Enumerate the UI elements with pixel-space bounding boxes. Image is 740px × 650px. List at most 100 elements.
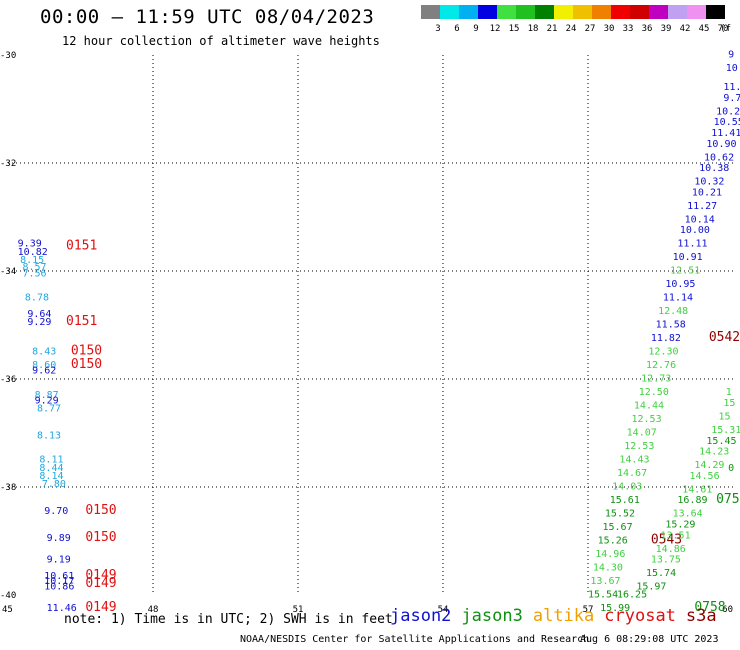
pass-time-label: 0150 xyxy=(85,503,116,518)
wave-height-label: 1 xyxy=(726,387,732,398)
wave-height-label: 12.73 xyxy=(641,374,671,385)
wave-height-label: 9.29 xyxy=(35,395,59,406)
wave-height-label: 8.87 xyxy=(35,390,59,401)
wave-height-label: 12.76 xyxy=(646,360,676,371)
legend-item-jason3: jason3 xyxy=(461,606,523,626)
colorbar-swatch xyxy=(592,5,611,19)
wave-height-label: 14.03 xyxy=(612,482,642,493)
wave-height-label: 15.52 xyxy=(605,509,635,520)
wave-height-label: 14.23 xyxy=(699,447,729,458)
colorbar-label: 18 xyxy=(528,24,539,34)
wave-height-label: 12.30 xyxy=(648,347,678,358)
wave-height-label: 7.56 xyxy=(23,268,47,279)
page-subtitle: 12 hour collection of altimeter wave hei… xyxy=(62,34,380,48)
colorbar-swatch xyxy=(649,5,668,19)
pass-time-label: 0150 xyxy=(71,357,102,372)
wave-height-label: 12.53 xyxy=(624,441,654,452)
wave-height-label: 11.7 xyxy=(723,82,740,93)
pass-time-label: 075 xyxy=(716,492,739,507)
wave-height-label: 10.62 xyxy=(704,152,734,163)
wave-height-label: 10.21 xyxy=(692,187,722,198)
colorbar-label: 6 xyxy=(454,24,459,34)
colorbar-swatch xyxy=(440,5,459,19)
wave-height-label: 12.51 xyxy=(670,266,700,277)
legend-item-altika: altika xyxy=(532,606,595,626)
wave-height-label: 15.29 xyxy=(665,520,695,531)
page-title: 00:00 – 11:59 UTC 08/04/2023 xyxy=(40,6,375,28)
pass-time-label: 0150 xyxy=(85,530,116,545)
colorbar-swatch xyxy=(478,5,497,19)
legend-item-jason2: jason2 xyxy=(390,606,452,626)
y-tick-label: -36 xyxy=(0,375,16,385)
wave-height-label: 12.48 xyxy=(658,306,688,317)
colorbar-label: 3 xyxy=(435,24,440,34)
colorbar-swatch xyxy=(630,5,649,19)
wave-height-label: 16.89 xyxy=(677,495,707,506)
colorbar-label: 12 xyxy=(490,24,501,34)
wave-height-label: 9.70 xyxy=(44,506,68,517)
colorbar-label: 70 xyxy=(718,24,729,34)
wave-height-label: 14.56 xyxy=(690,471,720,482)
wave-height-label: 8.15 xyxy=(20,255,44,266)
wave-height-label: 15.99 xyxy=(600,603,630,614)
footer-source: NOAA/NESDIS Center for Satellite Applica… xyxy=(240,634,590,645)
wave-height-label: 8.13 xyxy=(37,430,61,441)
wave-height-label: 10.61 xyxy=(44,571,74,582)
wave-height-label: 8.60 xyxy=(32,360,56,371)
x-tick-label: 60 xyxy=(722,605,733,615)
wave-height-label: 8.77 xyxy=(37,403,61,414)
pass-time-label: 0151 xyxy=(66,314,97,329)
colorbar-label: 42 xyxy=(680,24,691,34)
colorbar-label: 27 xyxy=(585,24,596,34)
wave-height-label: 15.61 xyxy=(610,495,640,506)
wave-height-label: 8.78 xyxy=(25,293,49,304)
wave-height-label: 14.67 xyxy=(617,468,647,479)
x-tick-label: 57 xyxy=(583,605,594,615)
footer-timestamp: Aug 6 08:29:08 UTC 2023 xyxy=(580,634,719,645)
pass-time-label: 0149 xyxy=(85,600,116,615)
wave-height-label: 14.61 xyxy=(682,484,712,495)
wave-height-label: 8.57 xyxy=(23,262,47,273)
wave-height-label: 8.44 xyxy=(39,463,63,474)
wave-height-label: 10.38 xyxy=(699,163,729,174)
wave-height-label: 10 xyxy=(726,63,738,74)
wave-height-label: 9.89 xyxy=(47,533,71,544)
x-tick-label: 51 xyxy=(293,605,304,615)
y-tick-label: -30 xyxy=(0,51,16,61)
y-tick-label: -32 xyxy=(0,159,16,169)
wave-height-label: 11.58 xyxy=(656,320,686,331)
wave-height-label: 11.82 xyxy=(651,333,681,344)
wave-height-label: 11.11 xyxy=(677,239,707,250)
wave-height-label: 9.62 xyxy=(32,366,56,377)
wave-height-label: 10.32 xyxy=(694,177,724,188)
x-tick-label: 48 xyxy=(148,605,159,615)
wave-height-label: 9.29 xyxy=(27,317,51,328)
colorbar-label: 33 xyxy=(623,24,634,34)
colorbar-swatch xyxy=(516,5,535,19)
wave-height-label: 14.44 xyxy=(634,401,664,412)
wave-height-label: 10.86 xyxy=(44,582,74,593)
colorbar-swatch xyxy=(535,5,554,19)
colorbar-label: 9 xyxy=(473,24,478,34)
wave-height-label: 9 xyxy=(728,50,734,61)
pass-time-label: 0149 xyxy=(85,568,116,583)
legend-item-cryosat: cryosat xyxy=(604,606,676,626)
wave-height-label: 8.43 xyxy=(32,347,56,358)
wave-height-label: 11.27 xyxy=(687,201,717,212)
colorbar-label: 39 xyxy=(661,24,672,34)
colorbar-swatch xyxy=(668,5,687,19)
wave-height-label: 15.26 xyxy=(598,536,628,547)
colorbar-swatch xyxy=(573,5,592,19)
wave-height-label: 12.53 xyxy=(632,414,662,425)
x-tick-label: 45 xyxy=(2,605,13,615)
x-tick-label: 54 xyxy=(438,605,449,615)
wave-height-label: 10.17 xyxy=(44,576,74,587)
pass-time-label: 0149 xyxy=(85,576,116,591)
wave-height-label: 11.14 xyxy=(663,293,693,304)
colorbar-label: 36 xyxy=(642,24,653,34)
pass-time-label: 0542 xyxy=(709,330,740,345)
wave-height-label: 15.97 xyxy=(636,582,666,593)
wave-height-label: 10.55 xyxy=(714,117,740,128)
